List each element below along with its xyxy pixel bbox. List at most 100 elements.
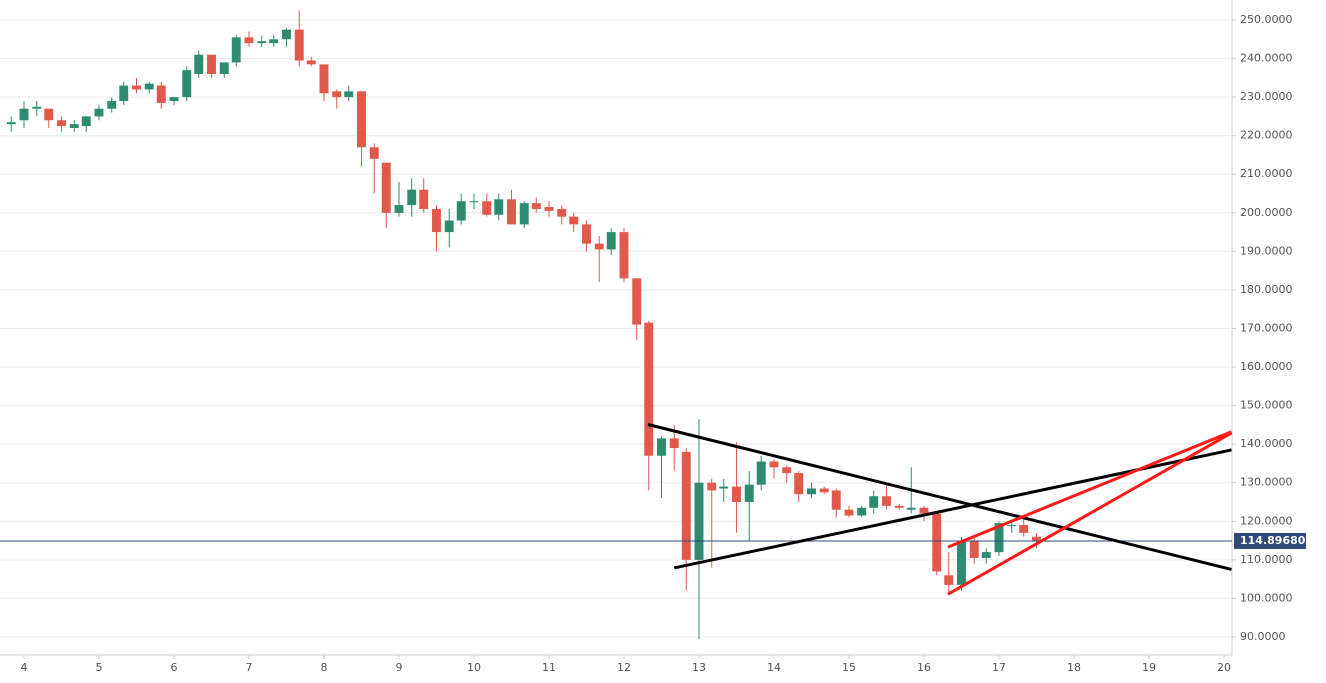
- candle-body: [632, 278, 642, 325]
- candle-body: [969, 540, 979, 558]
- candle-body: [182, 70, 192, 98]
- candle-body: [519, 203, 529, 225]
- candle-body: [981, 552, 991, 558]
- y-tick-label: 190.0000: [1240, 244, 1293, 257]
- candle-body: [919, 507, 929, 514]
- candle-body: [269, 39, 279, 44]
- candle-body: [707, 482, 717, 491]
- candle-body: [944, 575, 954, 585]
- candle-body: [1007, 525, 1017, 527]
- candle-body: [207, 54, 216, 74]
- x-tick-label: 9: [395, 661, 402, 674]
- trendline: [947, 430, 1233, 549]
- candle-body: [694, 482, 704, 560]
- candle-body: [194, 54, 204, 74]
- candle-body: [332, 91, 342, 98]
- candle-body: [294, 29, 304, 61]
- candle-body: [156, 85, 166, 103]
- y-tick-label: 230.0000: [1240, 90, 1293, 103]
- x-tick-label: 13: [692, 661, 706, 674]
- candle-body: [769, 461, 779, 468]
- candle-body: [857, 507, 867, 516]
- x-tick-label: 14: [767, 661, 781, 674]
- last-price-badge: [1234, 532, 1306, 549]
- candle-body: [831, 490, 841, 510]
- candle-body: [894, 505, 904, 508]
- x-tick-label: 17: [992, 661, 1006, 674]
- x-tick-label: 11: [542, 661, 556, 674]
- y-tick-label: 170.0000: [1240, 321, 1293, 334]
- candle-body: [782, 467, 792, 474]
- last-price-label: 114.89680: [1240, 534, 1306, 547]
- candle-body: [456, 201, 466, 221]
- x-tick-label: 16: [917, 661, 931, 674]
- x-tick-label: 19: [1142, 661, 1156, 674]
- candle-body: [219, 62, 229, 74]
- candle-body: [432, 208, 441, 233]
- candle-body: [231, 37, 241, 63]
- candle-body: [807, 488, 816, 495]
- candle-body: [819, 488, 829, 493]
- candle-body: [444, 220, 454, 233]
- y-tick-label: 110.0000: [1240, 553, 1293, 566]
- x-tick-label: 15: [842, 661, 856, 674]
- y-tick-label: 180.0000: [1240, 283, 1293, 296]
- candle-body: [419, 189, 429, 209]
- candle-body: [619, 232, 629, 279]
- candle-body: [557, 208, 567, 217]
- y-tick-label: 240.0000: [1240, 52, 1293, 65]
- candle-body: [169, 97, 179, 101]
- candle-body: [32, 106, 42, 109]
- candle-body: [357, 91, 366, 148]
- trendline: [947, 431, 1233, 596]
- candle-body: [494, 199, 504, 215]
- candle-body: [44, 108, 54, 121]
- candle-body: [507, 199, 516, 225]
- y-tick-label: 250.0000: [1240, 13, 1293, 26]
- y-tick-label: 100.0000: [1240, 591, 1293, 604]
- x-tick-label: 7: [245, 661, 252, 674]
- candle-body: [394, 205, 404, 213]
- x-tick-label: 8: [320, 661, 327, 674]
- candle-body: [257, 41, 267, 44]
- candle-body: [681, 451, 691, 560]
- candle-body: [244, 37, 254, 44]
- y-tick-label: 150.0000: [1240, 399, 1293, 412]
- y-tick-label: 90.0000: [1240, 630, 1286, 643]
- candle-body: [669, 438, 679, 449]
- candle-body: [19, 108, 29, 121]
- candle-body: [994, 523, 1004, 553]
- candle-body: [869, 496, 879, 508]
- y-tick-label: 120.0000: [1240, 514, 1293, 527]
- candle-body: [531, 203, 541, 209]
- candle-body: [282, 29, 291, 40]
- candle-body: [132, 85, 141, 90]
- candle-body: [94, 108, 104, 117]
- candle-body: [144, 83, 154, 90]
- candle-body: [544, 207, 554, 211]
- candle-body: [932, 513, 942, 572]
- candle-body: [1032, 536, 1041, 541]
- y-tick-label: 200.0000: [1240, 206, 1293, 219]
- x-tick-label: 6: [170, 661, 177, 674]
- candle-body: [957, 540, 966, 585]
- candle-body: [469, 201, 479, 203]
- candle-body: [794, 473, 804, 495]
- candle-body: [319, 64, 329, 94]
- candle-body: [906, 507, 916, 510]
- candle-body: [606, 232, 616, 250]
- candle-body: [756, 461, 766, 485]
- x-tick-label: 20: [1217, 661, 1231, 674]
- trendline: [647, 423, 1232, 571]
- candle-body: [344, 91, 354, 98]
- candle-body: [882, 496, 891, 506]
- candle-body: [594, 243, 604, 250]
- candle-body: [69, 124, 79, 128]
- candle-body: [81, 116, 91, 127]
- candle-body: [1019, 525, 1029, 533]
- candle-body: [407, 189, 417, 206]
- candle-body: [732, 486, 741, 502]
- x-tick-label: 5: [95, 661, 102, 674]
